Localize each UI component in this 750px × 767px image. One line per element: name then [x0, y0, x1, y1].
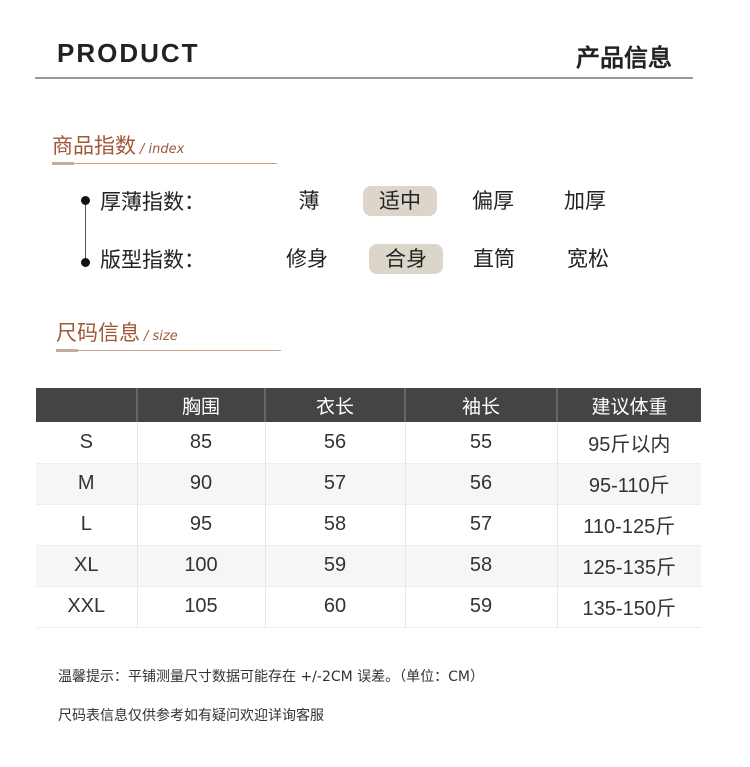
timeline-dot — [81, 258, 90, 267]
fit-option: 直筒 — [473, 247, 515, 271]
table-cell: L — [36, 504, 137, 546]
title-cn: 产品信息 — [576, 44, 672, 72]
table-cell: 100 — [136, 545, 265, 587]
header-cell: 胸围 — [136, 388, 265, 422]
header-cell: 袖长 — [404, 388, 557, 422]
table-header-row: 胸围 衣长 袖长 建议体重 — [36, 388, 701, 422]
header-cell: 衣长 — [264, 388, 405, 422]
table-cell: 59 — [264, 545, 405, 587]
size-title: 尺码信息 — [56, 321, 140, 345]
fit-option: 修身 — [286, 247, 328, 271]
table-cell: 110-125斤 — [556, 504, 701, 546]
table-cell: 57 — [264, 463, 405, 505]
size-section-title: 尺码信息 / size — [56, 317, 178, 347]
table-cell: XXL — [36, 586, 137, 628]
table-cell: 95斤以内 — [556, 422, 701, 464]
table-cell: XL — [36, 545, 137, 587]
table-cell: 135-150斤 — [556, 586, 701, 628]
table-cell: 125-135斤 — [556, 545, 701, 587]
thickness-label: 厚薄指数： — [100, 190, 205, 214]
header-cell — [36, 388, 137, 422]
table-cell: M — [36, 463, 137, 505]
table-cell: 59 — [404, 586, 557, 628]
timeline-line — [85, 200, 86, 262]
header-cell: 建议体重 — [556, 388, 701, 422]
fit-option: 宽松 — [567, 247, 609, 271]
table-cell: 85 — [136, 422, 265, 464]
timeline-dot — [81, 196, 90, 205]
thickness-option: 薄 — [298, 189, 320, 213]
table-cell: 56 — [404, 463, 557, 505]
size-table: 胸围 衣长 袖长 建议体重 S 85 56 55 95斤以内 M 90 57 56 95-110斤… — [36, 388, 701, 628]
thickness-option: 加厚 — [564, 189, 606, 213]
index-underline — [52, 162, 277, 165]
table-cell: 57 — [404, 504, 557, 546]
title-en: PRODUCT — [57, 38, 200, 68]
index-subtitle: / index — [140, 142, 185, 157]
size-subtitle: / size — [144, 329, 178, 344]
table-cell: 90 — [136, 463, 265, 505]
thickness-option-selected: 适中 — [363, 186, 437, 216]
table-cell: 56 — [264, 422, 405, 464]
table-cell: 60 — [264, 586, 405, 628]
fit-label: 版型指数： — [100, 248, 205, 272]
size-underline — [56, 349, 281, 352]
table-cell: 58 — [404, 545, 557, 587]
reference-note: 尺码表信息仅供参考如有疑问欢迎详询客服 — [58, 708, 324, 724]
header-divider — [35, 77, 693, 79]
table-row: M 90 57 56 95-110斤 — [36, 463, 701, 505]
thickness-option: 偏厚 — [472, 189, 514, 213]
table-cell: 105 — [136, 586, 265, 628]
table-cell: 95 — [136, 504, 265, 546]
measurement-note: 温馨提示：平铺测量尺寸数据可能存在 +/-2CM 误差。（单位：CM） — [58, 669, 485, 685]
table-row: XL 100 59 58 125-135斤 — [36, 545, 701, 587]
index-section-title: 商品指数 / index — [52, 130, 184, 160]
table-cell: S — [36, 422, 137, 464]
table-row: S 85 56 55 95斤以内 — [36, 422, 701, 464]
table-row: L 95 58 57 110-125斤 — [36, 504, 701, 546]
table-cell: 95-110斤 — [556, 463, 701, 505]
fit-option-selected: 合身 — [369, 244, 443, 274]
index-title: 商品指数 — [52, 134, 136, 158]
table-cell: 55 — [404, 422, 557, 464]
table-cell: 58 — [264, 504, 405, 546]
table-row: XXL 105 60 59 135-150斤 — [36, 586, 701, 628]
